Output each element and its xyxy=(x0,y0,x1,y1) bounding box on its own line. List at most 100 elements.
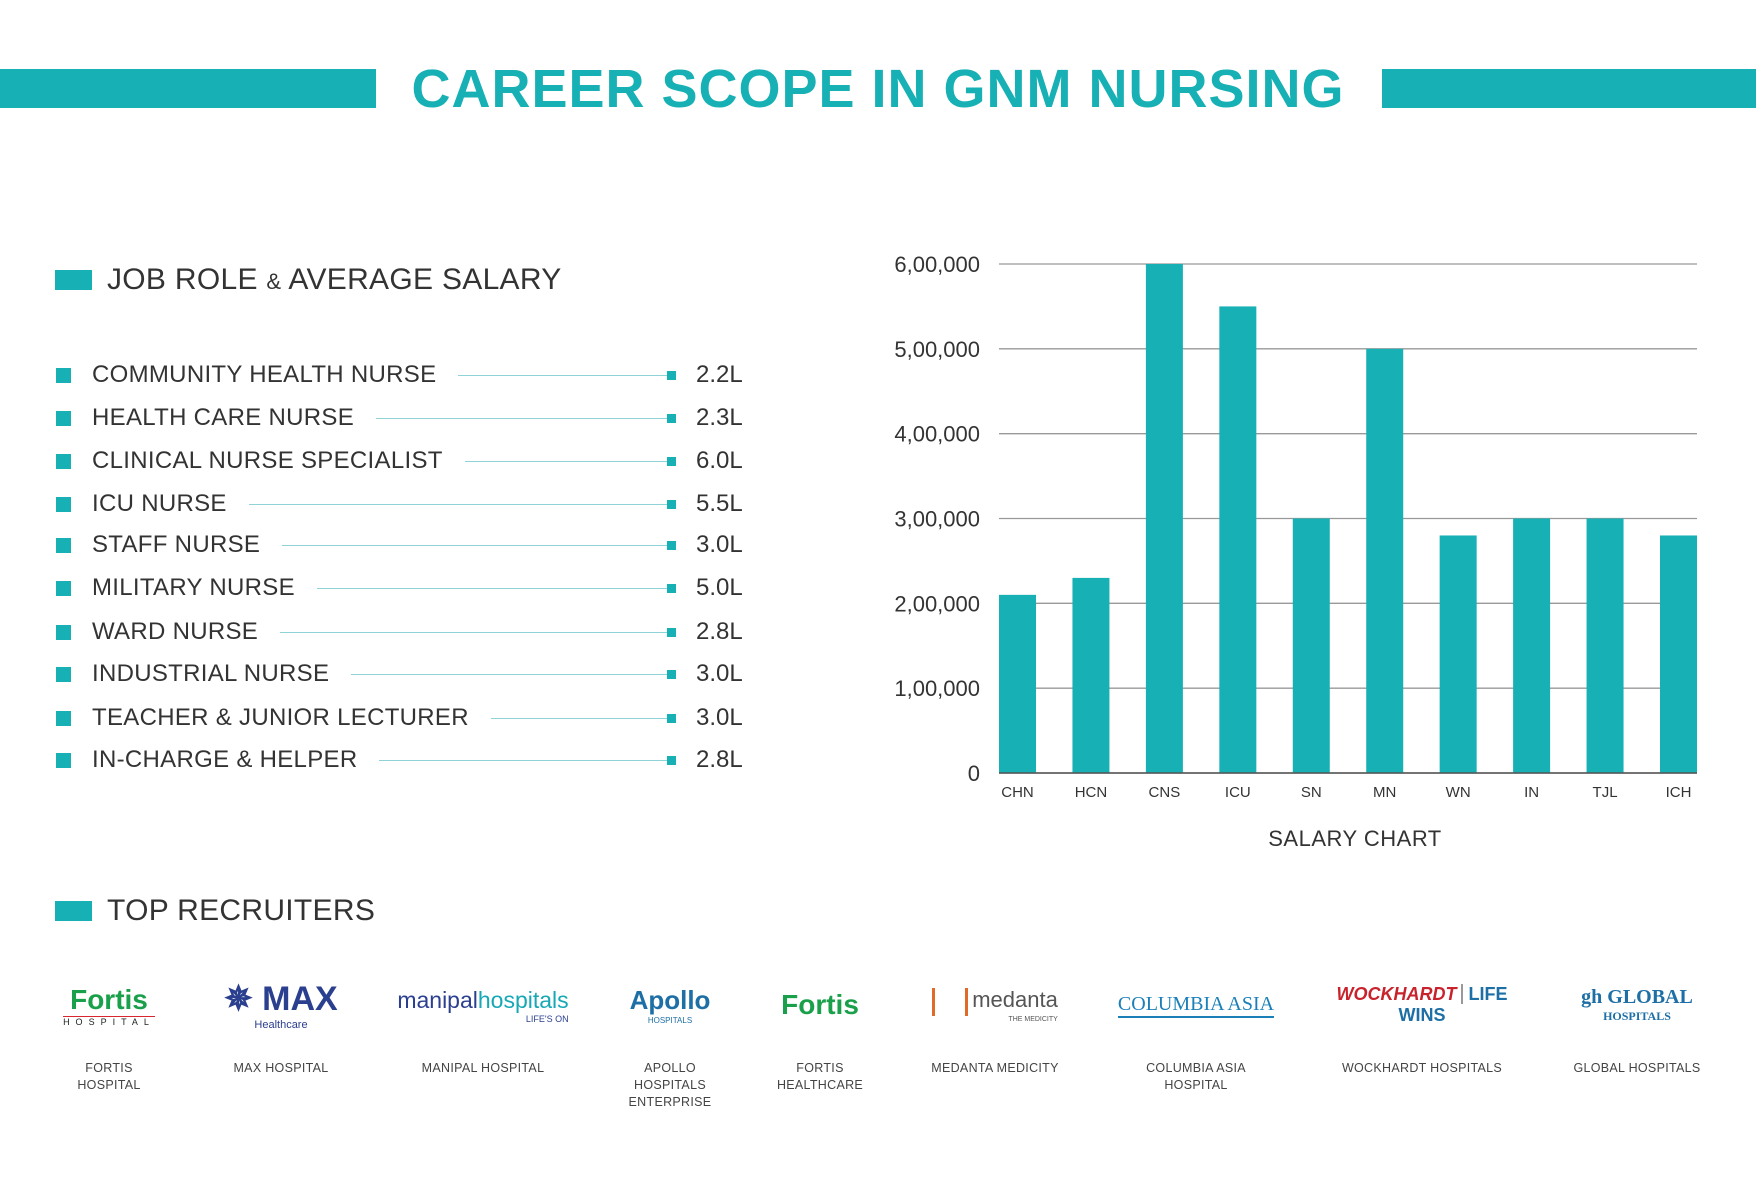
leader-end-square xyxy=(667,755,676,765)
title-band-left xyxy=(0,69,376,108)
max-logo: ✵ MAX Healthcare xyxy=(224,980,338,1031)
x-tick-label: ICH xyxy=(1666,784,1692,800)
recruiter-caption: WOCKHARDT HOSPITALS xyxy=(1341,1061,1503,1075)
job-role: TEACHER & JUNIOR LECTURER xyxy=(92,704,469,731)
job-role: COMMUNITY HEALTH NURSE xyxy=(92,361,437,388)
job-role: STAFF NURSE xyxy=(92,531,261,558)
recruiter-logo: Fortis HOSPITAL xyxy=(19,975,199,1035)
columbia-asia-logo: COLUMBIA ASIA xyxy=(1117,993,1275,1018)
leader-end-square xyxy=(667,669,676,679)
leader-line xyxy=(351,673,667,675)
bullet-square xyxy=(56,367,71,383)
bullet-square xyxy=(56,580,71,596)
job-salary: 2.3L xyxy=(696,404,743,431)
recruiter-logo: medanta THE MEDICITY xyxy=(905,975,1085,1035)
recruiter-item: WOCKHARDT LIFE WINS WOCKHARDT HOSPITALS xyxy=(1332,975,1512,1077)
recruiter-caption: COLUMBIA ASIA HOSPITAL xyxy=(1146,1061,1246,1092)
leader-line xyxy=(280,631,667,633)
leader-line xyxy=(248,503,667,505)
x-tick-label: MN xyxy=(1373,784,1396,800)
page-title: CAREER SCOPE IN GNM NURSING xyxy=(0,58,1756,120)
y-tick-label: 1,00,000 xyxy=(894,676,980,701)
job-row: TEACHER & JUNIOR LECTURER 3.0L xyxy=(56,703,746,733)
recruiter-logo: Fortis xyxy=(730,975,910,1035)
job-role: HEALTH CARE NURSE xyxy=(92,404,355,431)
recruiter-caption: MEDANTA MEDICITY xyxy=(931,1061,1059,1075)
recruiter-item: Apollo HOSPITALS APOLLO HOSPITALS ENTERPR… xyxy=(580,975,760,1111)
y-tick-label: 4,00,000 xyxy=(894,422,980,447)
recruiter-item: manipalhospitals LIFE'S ON MANIPAL HOSPIT… xyxy=(393,975,573,1077)
bar-icu xyxy=(1219,306,1257,773)
bullet-square xyxy=(56,710,71,726)
x-tick-label: HCN xyxy=(1075,784,1108,800)
recruiters-section-header: TOP RECRUITERS xyxy=(55,894,375,928)
x-tick-label: CNS xyxy=(1149,784,1181,800)
leader-line xyxy=(316,587,667,589)
recruiter-caption: FORTIS HEALTHCARE xyxy=(776,1061,864,1092)
leader-end-square xyxy=(667,627,676,637)
job-role: IN-CHARGE & HELPER xyxy=(92,746,358,773)
job-row: MILITARY NURSE 5.0L xyxy=(56,573,746,603)
x-tick-label: CHN xyxy=(1001,784,1034,800)
recruiter-item: ✵ MAX Healthcare MAX HOSPITAL xyxy=(191,975,371,1077)
recruiter-item: Fortis FORTIS HEALTHCARE xyxy=(730,975,910,1094)
recruiter-item: medanta THE MEDICITY MEDANTA MEDICITY xyxy=(905,975,1085,1077)
job-row: INDUSTRIAL NURSE 3.0L xyxy=(56,659,746,689)
job-role: MILITARY NURSE xyxy=(92,574,295,601)
job-role: ICU NURSE xyxy=(92,490,227,517)
leader-end-square xyxy=(667,540,676,550)
job-salary: 2.2L xyxy=(696,361,743,388)
y-tick-label: 5,00,000 xyxy=(894,337,980,362)
bar-in xyxy=(1513,518,1551,773)
job-row: HEALTH CARE NURSE 2.3L xyxy=(56,403,746,433)
bar-chn xyxy=(999,594,1036,773)
section-marker xyxy=(55,901,92,921)
fortis-logo: Fortis HOSPITAL xyxy=(63,983,155,1027)
y-tick-label: 3,00,000 xyxy=(894,507,980,532)
recruiter-logo: WOCKHARDT LIFE WINS xyxy=(1332,975,1512,1035)
bullet-square xyxy=(56,410,71,426)
leader-line xyxy=(490,717,667,719)
leader-end-square xyxy=(667,499,676,509)
global-hospitals-logo: gh GLOBAL HOSPITALS xyxy=(1581,986,1693,1023)
x-tick-label: TJL xyxy=(1593,784,1618,800)
bar-sn xyxy=(1292,518,1330,773)
bar-cns xyxy=(1145,264,1183,773)
job-salary: 3.0L xyxy=(696,531,743,558)
job-salary: 6.0L xyxy=(696,447,743,474)
chart-title: SALARY CHART xyxy=(1268,826,1442,851)
bullet-square xyxy=(56,496,71,512)
leader-line xyxy=(458,374,667,376)
bar-wn xyxy=(1439,535,1477,773)
y-tick-label: 0 xyxy=(968,761,980,786)
y-tick-label: 6,00,000 xyxy=(894,252,980,277)
x-tick-label: IN xyxy=(1524,784,1539,800)
job-salary: 5.5L xyxy=(696,490,743,517)
job-salary: 3.0L xyxy=(696,704,743,731)
medanta-logo: medanta THE MEDICITY xyxy=(932,987,1058,1023)
apollo-logo: Apollo HOSPITALS xyxy=(629,985,711,1025)
leader-end-square xyxy=(667,413,676,423)
leader-end-square xyxy=(667,583,676,593)
recruiter-caption: APOLLO HOSPITALS ENTERPRISE xyxy=(628,1061,712,1109)
recruiter-logo: Apollo HOSPITALS xyxy=(580,975,760,1035)
section-marker xyxy=(55,270,92,290)
bullet-square xyxy=(56,537,71,553)
bar-tjl xyxy=(1586,518,1624,773)
leader-end-square xyxy=(667,456,676,466)
bullet-square xyxy=(56,624,71,640)
job-salary: 2.8L xyxy=(696,618,743,645)
leader-line xyxy=(282,544,667,546)
bar-ich xyxy=(1660,535,1697,773)
job-section-title: JOB ROLE & AVERAGE SALARY xyxy=(107,263,562,296)
recruiter-caption: FORTIS HOSPITAL xyxy=(77,1061,141,1092)
leader-line xyxy=(376,417,667,419)
leader-end-square xyxy=(667,370,676,380)
leader-end-square xyxy=(667,713,676,723)
bar-hcn xyxy=(1072,577,1110,773)
leader-line xyxy=(379,759,667,761)
recruiter-logo: ✵ MAX Healthcare xyxy=(191,975,371,1035)
job-section-header: JOB ROLE & AVERAGE SALARY xyxy=(55,263,562,297)
x-tick-label: SN xyxy=(1301,784,1322,800)
leader-line xyxy=(464,460,667,462)
